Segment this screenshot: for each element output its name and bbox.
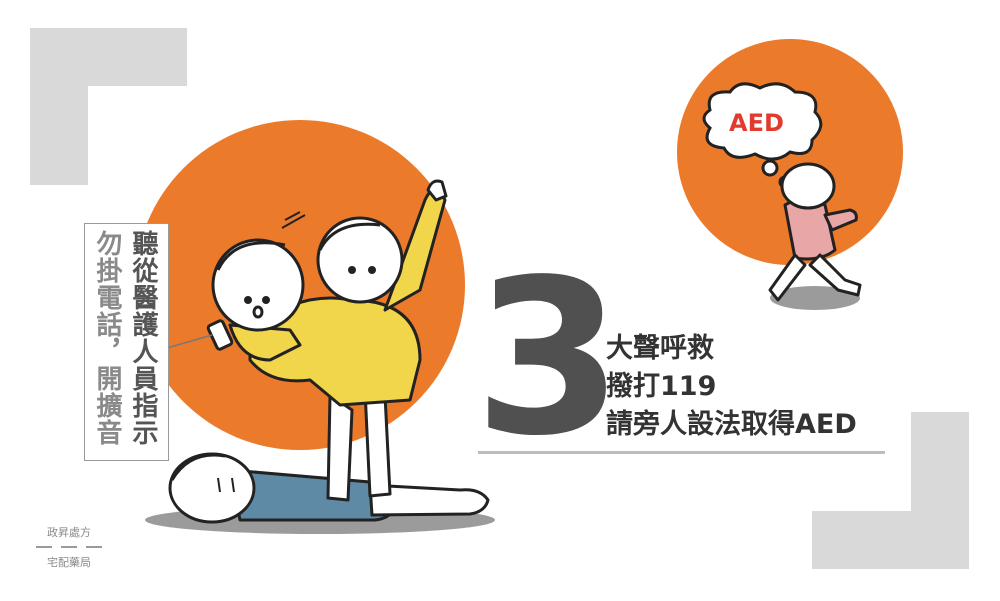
corner-bottom-right-vertical — [911, 412, 969, 569]
step-line-dial-119: 撥打119 — [606, 371, 717, 402]
lying-person — [168, 452, 490, 524]
brand-top-text: 政昇處方 — [47, 526, 91, 539]
step-underline — [478, 451, 885, 454]
thought-bubble — [702, 82, 823, 189]
standing-person-body — [228, 179, 448, 407]
running-person — [768, 162, 862, 302]
corner-top-left-vertical — [30, 28, 88, 185]
step-line-get-aed: 請旁人設法取得AED — [606, 409, 857, 440]
heads — [211, 211, 404, 332]
runner-shadow — [770, 286, 860, 310]
brand-divider — [36, 546, 102, 548]
note-column-follow-instructions: 聽從醫護人員指示 — [128, 230, 158, 446]
brand-bottom-text: 宅配藥局 — [47, 556, 91, 569]
bubble-text: AED — [729, 109, 784, 137]
note-box: 聽從醫護人員指示 勿掛電話，開擴音 — [84, 223, 169, 461]
step-instructions: 大聲呼救 撥打119 請旁人設法取得AED — [606, 330, 857, 444]
note-column-keep-phone-on: 勿掛電話，開擴音 — [92, 230, 122, 446]
phone-icon — [206, 319, 234, 351]
brand-logo: 政昇處方 宅配藥局 — [32, 524, 106, 570]
step-line-call-for-help: 大聲呼救 — [606, 333, 714, 364]
step-number: 3 — [474, 234, 623, 483]
